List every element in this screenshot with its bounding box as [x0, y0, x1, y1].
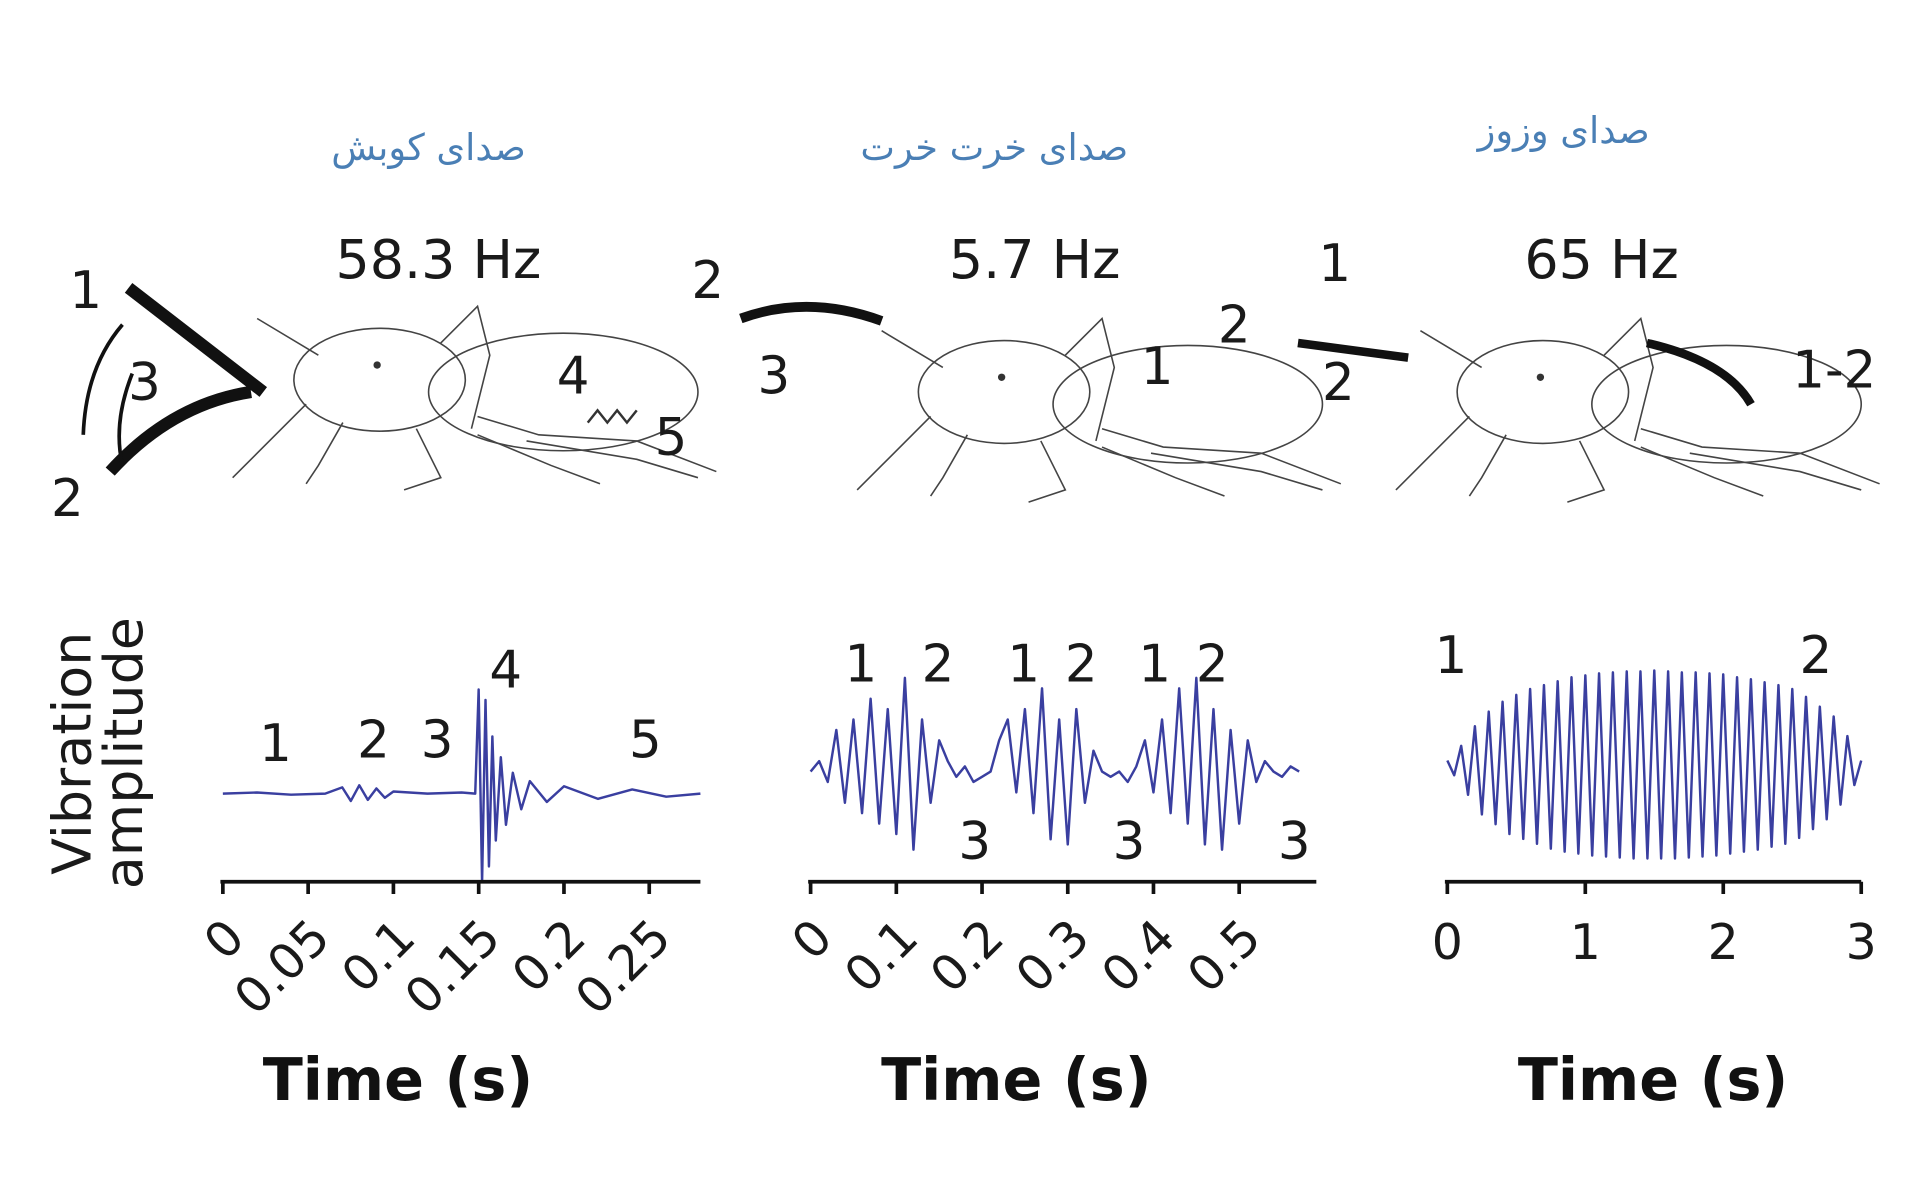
frequency-label: 65 Hz — [1524, 228, 1678, 291]
wave-label: 2 — [357, 710, 390, 770]
drawing-label: 2 — [1322, 353, 1355, 413]
wave-label: 4 — [489, 641, 522, 701]
x-tick-label: 0.15 — [394, 908, 511, 1025]
drawing-label: 3 — [128, 353, 161, 413]
wave-label: 1 — [1007, 634, 1040, 694]
x-tick-label: 0 — [1432, 914, 1463, 971]
drawing-label: 2 — [1218, 295, 1251, 355]
vibration-mark — [586, 408, 638, 425]
wave-label: 1 — [259, 714, 292, 774]
waveform — [809, 676, 1300, 851]
wave-label: 2 — [1196, 634, 1229, 694]
wave-label: 2 — [1800, 626, 1833, 686]
drawing-label: 5 — [655, 408, 688, 468]
spider-drawing — [856, 317, 1342, 503]
wave-label: 1 — [1435, 626, 1468, 686]
frequency-label: 58.3 Hz — [335, 228, 541, 291]
x-tick-label: 0.2 — [919, 908, 1014, 1003]
wave-label: 3 — [958, 812, 991, 872]
x-tick-label: 0.1 — [834, 908, 929, 1003]
wave-label: 1 — [844, 634, 877, 694]
wave-label: 3 — [421, 710, 454, 770]
wave-label: 3 — [1278, 812, 1311, 872]
drawing-label: 2 — [691, 251, 724, 311]
x-axis-label: Time (s) — [1518, 1045, 1788, 1114]
palp-mark — [739, 301, 884, 326]
wave-label: 2 — [922, 634, 955, 694]
drawing-label: 2 — [51, 469, 84, 529]
x-tick-label: 0.5 — [1177, 908, 1272, 1003]
palp-mark — [105, 283, 268, 476]
motion-arc — [81, 323, 134, 466]
wave-label: 2 — [1065, 634, 1098, 694]
wave-label: 1 — [1138, 634, 1171, 694]
frequency-label: 5.7 Hz — [949, 228, 1121, 291]
x-axis-label: Time (s) — [263, 1045, 533, 1114]
panel-title: صدای خرت خرت — [860, 126, 1128, 169]
drawing-label: 1-2 — [1792, 341, 1876, 401]
palp-mark — [1297, 338, 1755, 407]
waveform — [1446, 669, 1863, 860]
x-tick-label: 0.05 — [223, 908, 340, 1025]
wave-label: 3 — [1113, 812, 1146, 872]
drawing-label: 4 — [557, 347, 590, 407]
x-tick-label: 1 — [1570, 914, 1601, 971]
y-axis-label: amplitude — [92, 617, 155, 889]
y-axis-label: Vibration — [41, 632, 104, 875]
panel-title: صدای کوبش — [331, 126, 526, 169]
panel-title: صدای وزوز — [1476, 109, 1650, 152]
drawing-label: 1 — [1141, 337, 1174, 397]
spider-drawing — [231, 305, 718, 491]
x-tick-label: 0.4 — [1091, 908, 1186, 1003]
wave-label: 5 — [629, 710, 662, 770]
drawing-label: 1 — [69, 261, 102, 321]
x-tick-label: 2 — [1708, 914, 1739, 971]
x-tick-label: 0.25 — [565, 908, 682, 1025]
drawing-label: 3 — [758, 347, 791, 407]
drawing-label: 1 — [1318, 234, 1351, 294]
x-tick-label: 3 — [1846, 914, 1877, 971]
x-axis-label: Time (s) — [881, 1045, 1151, 1114]
x-tick-label: 0.3 — [1005, 908, 1100, 1003]
x-tick-label: 0 — [781, 908, 843, 970]
